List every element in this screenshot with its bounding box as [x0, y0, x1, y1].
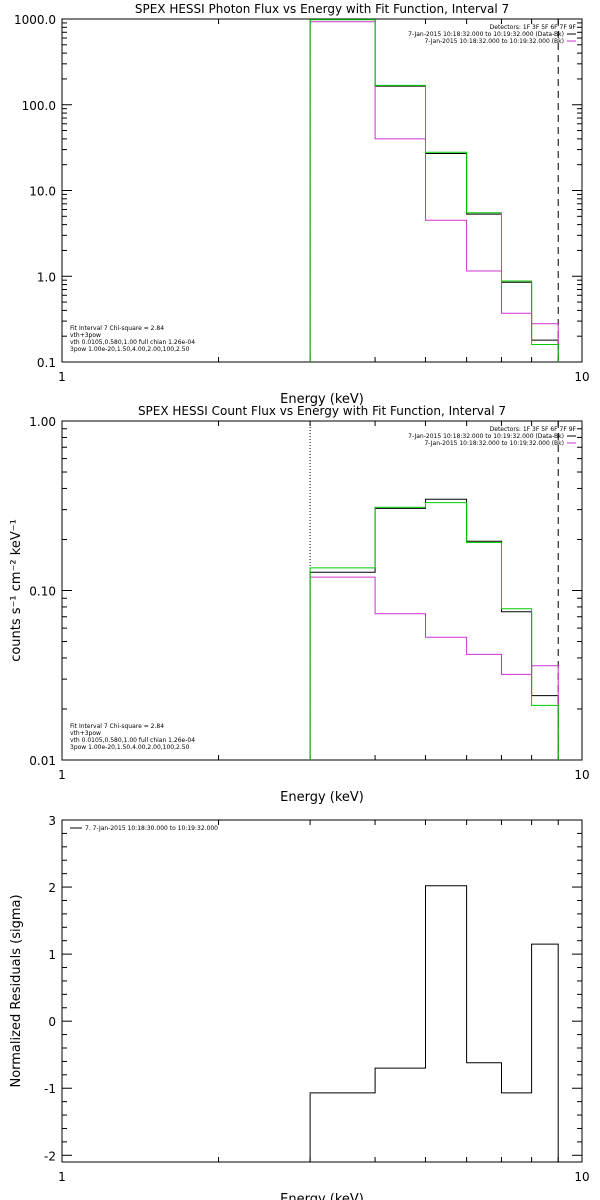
series-histogram-0: [309, 18, 559, 362]
x-tick-label: 1: [58, 370, 66, 384]
y-tick-label: 3: [48, 814, 56, 828]
x-axis-label: Energy (keV): [280, 1192, 364, 1200]
x-axis-label: Energy (keV): [280, 790, 364, 805]
series-histogram-1: [309, 21, 559, 362]
y-tick-label: 100.0: [22, 99, 56, 113]
x-tick-label: 10: [574, 370, 589, 384]
legend-entry: Detectors: 1F 3F 5F 6F 7F 9F: [490, 426, 577, 433]
y-axis-label: Normalized Residuals (sigma): [9, 894, 24, 1087]
y-axis-label: counts s⁻¹ cm⁻² keV⁻¹: [9, 519, 24, 662]
series-histogram-0: [309, 498, 559, 760]
series-histogram-1: [309, 576, 559, 760]
photon-flux-panel: 1 10 0.1 1.0 10.0 100.0 1000.0 SPEX HESSI Photo…: [14, 2, 590, 407]
x-axis-label: Energy (keV): [280, 392, 364, 407]
fit-legend-entry: vth+3pow: [70, 332, 101, 339]
fit-legend-entry: 3pow 1.00e-20,1.50,4.00,2.00,100,2.50: [70, 744, 190, 751]
x-tick-label: 1: [58, 1170, 66, 1184]
fit-legend-entry: 3pow 1.00e-20,1.50,4.00,2.00,100,2.50: [70, 346, 190, 353]
y-tick-label: 1.0: [37, 270, 56, 284]
fit-legend-entry: vth 0.0105,0.580,1.00 full chian 1.26e-0…: [70, 737, 195, 744]
fit-legend-entry: Fit Interval 7 Chi-square = 2.84: [70, 723, 164, 730]
legend-entry: 7-Jan-2015 10:18:32.000 to 10:19:32.000 …: [408, 433, 564, 440]
y-tick-label: 0: [48, 1015, 56, 1029]
plot-frame: [61, 18, 583, 363]
y-tick-label: 10.0: [29, 185, 56, 199]
y-tick-label: -2: [44, 1149, 56, 1163]
count-flux-panel: 1 10 0.01 0.10 1.00 SPEX HESSI Count Flux vs …: [9, 404, 590, 805]
series-histogram-0: [309, 885, 559, 1162]
chart-title: SPEX HESSI Photon Flux vs Energy with Fi…: [135, 2, 509, 16]
y-tick-label: 0.10: [29, 585, 56, 599]
x-tick-label: 1: [58, 768, 66, 782]
fit-legend-entry: vth+3pow: [70, 730, 101, 737]
y-tick-label: 1.00: [29, 415, 56, 429]
y-tick-label: -1: [44, 1082, 56, 1096]
x-tick-label: 10: [574, 1170, 589, 1184]
residuals-panel: 1 10 -2 -1 0 1 2 3 Energy (keV) Normalized Residu…: [9, 814, 590, 1200]
y-tick-label: 1: [48, 948, 56, 962]
series-histogram-2: [309, 502, 559, 760]
chart-title: SPEX HESSI Count Flux vs Energy with Fit…: [138, 404, 506, 418]
y-tick-label: 0.01: [29, 754, 56, 768]
series-histogram-2: [309, 19, 559, 362]
legend-entry: 7. 7-Jan-2015 10:18:30.000 to 10:19:32.0…: [85, 825, 218, 832]
plot-frame: [61, 420, 583, 761]
plot-frame: [61, 819, 583, 1163]
y-tick-label: 0.1: [37, 356, 56, 370]
legend-entry: 7-Jan-2015 10:18:32.000 to 10:19:32.000 …: [408, 31, 564, 38]
y-tick-label: 2: [48, 881, 56, 895]
legend-entry: 7-Jan-2015 10:18:32.000 to 10:19:32.000 …: [424, 440, 564, 447]
legend-entry: Detectors: 1F 3F 5F 6F 7F 9F: [490, 24, 577, 31]
y-tick-label: 1000.0: [14, 13, 56, 27]
legend-entry: 7-Jan-2015 10:18:32.000 to 10:19:32.000 …: [424, 38, 564, 45]
fit-legend-entry: vth 0.0105,0.580,1.00 full chian 1.26e-0…: [70, 339, 195, 346]
fit-legend-entry: Fit Interval 7 Chi-square = 2.84: [70, 325, 164, 332]
x-tick-label: 10: [574, 768, 589, 782]
